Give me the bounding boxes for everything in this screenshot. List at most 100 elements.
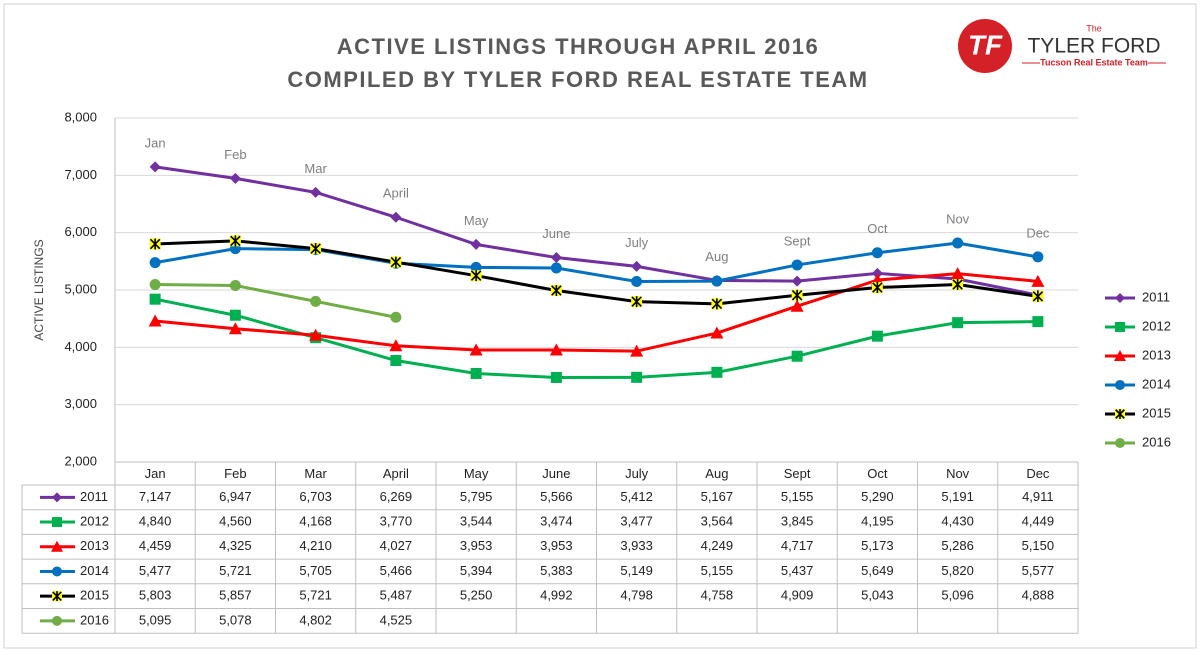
data-point [871,247,883,259]
table-cell: 5,477 [139,563,172,578]
x-tick-label: May [464,466,489,481]
table-cell: 5,437 [781,563,814,578]
annotation: June [542,226,570,241]
data-point [711,275,723,287]
annotation: Feb [224,147,246,162]
legend-marker [1115,380,1125,390]
data-point [229,235,241,247]
table-row-label: 2014 [80,563,109,578]
table-cell: 5,150 [1022,538,1055,553]
table-cell: 5,803 [139,588,172,603]
table-cell: 4,249 [701,538,734,553]
x-tick-label: Sept [784,466,811,481]
table-cell: 5,078 [219,612,252,627]
data-point [149,293,161,305]
table-cell: 5,250 [460,588,493,603]
table-cell: 5,286 [941,538,974,553]
annotation: Sept [784,233,811,248]
table-cell: 4,911 [1022,489,1054,504]
table-cell: 3,953 [460,538,493,553]
data-point [631,275,643,287]
annotation: Nov [946,211,970,226]
data-point [309,328,323,341]
data-point [149,238,161,250]
data-point [1032,316,1044,328]
data-point [310,243,322,255]
table-cell: 4,449 [1022,513,1055,528]
table-cell: 4,525 [380,612,413,627]
table-cell: 5,191 [941,489,974,504]
data-point [470,261,482,273]
y-tick-label: 3,000 [64,396,97,411]
data-point [631,260,643,272]
table-cell: 4,430 [941,513,974,528]
table-cell: 5,705 [299,563,332,578]
table-cell: 4,027 [380,538,413,553]
data-point [550,252,562,264]
y-tick-label: 4,000 [64,339,97,354]
data-point [952,278,964,290]
marker-star [1032,290,1044,302]
annotation: May [464,213,489,228]
legend-label: 2012 [1142,318,1171,333]
data-point [389,339,403,352]
x-tick-label: Feb [224,466,246,481]
data-point [952,237,964,249]
table-marker [52,566,62,577]
data-point [631,296,643,308]
y-tick-label: 8,000 [64,109,97,124]
table-cell: 5,857 [219,588,252,603]
table-cell: 5,721 [299,588,332,603]
table-cell: 4,560 [219,513,252,528]
data-point [791,350,803,362]
y-tick-label: 2,000 [64,453,97,468]
annotation: Aug [705,249,728,264]
table-marker [52,492,62,503]
series-line [154,272,1039,353]
marker-star [872,282,883,294]
table-cell: 4,840 [139,513,172,528]
marker-star [390,256,402,268]
legend-label: 2011 [1142,289,1170,304]
table-cell: 5,290 [861,489,894,504]
data-point [310,186,322,198]
marker-star [1115,409,1125,419]
series-line [154,165,1039,297]
x-tick-label: Dec [1026,466,1050,481]
logo-mark: TF [968,29,1003,60]
chart-subtitle: COMPILED BY TYLER FORD REAL ESTATE TEAM [287,67,868,92]
table-cell: 5,412 [620,489,653,504]
table-cell: 3,933 [620,538,653,553]
table-marker [52,517,62,528]
data-point [1031,274,1045,287]
table-cell: 3,474 [540,513,573,528]
data-point [148,314,162,327]
table-cell: 4,909 [781,588,814,603]
table-cell: 4,888 [1022,588,1055,603]
table-row-label: 2013 [80,538,109,553]
x-tick-label: Mar [304,466,327,481]
table-row-label: 2015 [80,588,109,603]
data-point [791,259,803,271]
marker-star [230,235,241,247]
table-cell: 5,577 [1022,563,1055,578]
table-cell: 5,173 [861,538,894,553]
data-point [390,256,402,268]
y-tick-label: 5,000 [64,281,97,296]
table-cell: 5,466 [380,563,413,578]
y-axis-label: ACTIVE LISTINGS [32,239,46,340]
x-tick-label: Jan [145,466,166,481]
logo-badge [958,19,1012,73]
table-cell: 6,703 [299,489,332,504]
data-point [631,371,643,383]
y-tick-label: 6,000 [64,224,97,239]
x-tick-label: July [625,466,649,481]
table-cell: 4,210 [299,538,332,553]
table-cell: 4,758 [701,588,734,603]
data-point [229,309,241,321]
data-point [149,279,161,291]
legend-label: 2014 [1142,376,1171,391]
table-cell: 6,269 [380,489,413,504]
x-tick-label: June [542,466,570,481]
